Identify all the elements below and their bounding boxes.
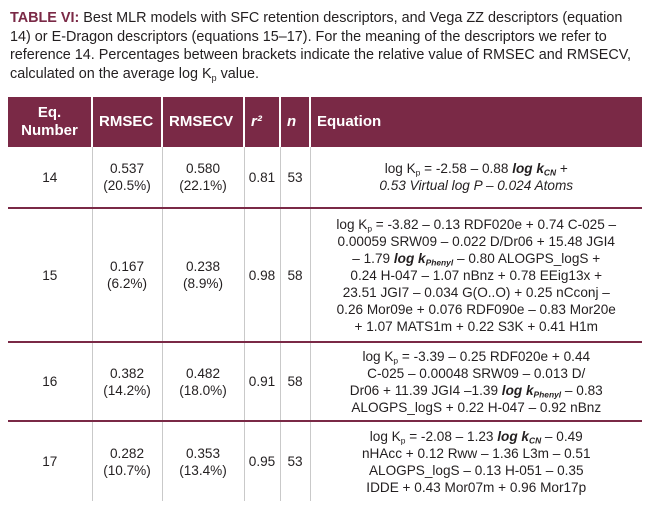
rmsecv-percent: (22.1%) — [179, 178, 227, 193]
eq-text: log K — [384, 161, 416, 176]
cell-rmsecv: 0.353 (13.4%) — [162, 420, 245, 501]
table-row: 14 0.537 (20.5%) 0.580 (22.1%) 0.81 53 log… — [8, 147, 642, 209]
cell-rmsecv: 0.580 (22.1%) — [162, 147, 245, 209]
rmsecv-value: 0.238 — [185, 259, 221, 274]
eq-text: – 0.49 — [541, 428, 583, 444]
eq-bold-term: log k — [393, 250, 426, 266]
eq-bold-subscript: Phenyl — [425, 257, 454, 268]
cell-eq: 17 — [8, 420, 93, 501]
rmsecv-value: 0.353 — [185, 445, 221, 461]
eq-bold-term: log k — [512, 161, 544, 176]
eq-line: 0.24 H-047 – 1.07 nBnz + 0.78 EEig13x + — [350, 267, 603, 283]
cell-eq: 16 — [8, 341, 93, 422]
eq-text: – 1.79 — [352, 250, 394, 266]
header-n: n — [280, 97, 311, 147]
eq-text: + — [556, 161, 568, 176]
cell-eq: 14 — [8, 147, 93, 209]
eq-text: = -3.82 – 0.13 RDF020e + 0.74 C-025 – — [372, 216, 617, 232]
eq-bold-subscript: CN — [528, 435, 542, 446]
cell-rmsec: 0.382 (14.2%) — [92, 341, 163, 422]
rmsecv-percent: (8.9%) — [182, 276, 224, 291]
cell-rmsec: 0.537 (20.5%) — [92, 147, 163, 209]
caption-text: Best MLR models with SFC retention descr… — [10, 10, 631, 82]
rmsecv-value: 0.482 — [185, 365, 221, 381]
cell-r2: 0.98 — [244, 207, 281, 343]
eq-bold-subscript: Phenyl — [533, 389, 562, 400]
eq-line: 0.00059 SRW09 – 0.022 D/Dr06 + 15.48 JGI… — [337, 233, 615, 249]
cell-n: 53 — [280, 420, 311, 501]
eq-line: IDDE + 0.43 Mor07m + 0.96 Mor17p — [366, 479, 587, 495]
cell-eq: 15 — [8, 207, 93, 343]
header-row: Eq. Number RMSEC RMSECV r² n Equation — [8, 97, 642, 147]
eq-text: Dr06 + 11.39 JGI4 –1.39 — [349, 382, 502, 398]
cell-rmsec: 0.282 (10.7%) — [92, 420, 163, 501]
eq-subscript: p — [400, 435, 406, 446]
cell-n: 53 — [280, 147, 311, 209]
table-label: TABLE VI: — [10, 10, 80, 26]
eq-bold-term: log k — [497, 428, 529, 444]
eq-subscript: p — [415, 167, 421, 178]
header-rmsecv: RMSECV — [162, 97, 245, 147]
header-rmsec: RMSEC — [92, 97, 163, 147]
rmsec-value: 0.282 — [109, 445, 145, 461]
header-equation: Equation — [310, 97, 642, 147]
eq-line: ALOGPS_logS – 0.13 H-051 – 0.35 — [368, 462, 584, 478]
eq-line: nHAcc + 0.12 Rww – 1.36 L3m – 0.51 — [361, 445, 591, 461]
table-row: 15 0.167 (6.2%) 0.238 (8.9%) 0.98 58 log K… — [8, 207, 642, 343]
rmsec-value: 0.167 — [109, 259, 145, 274]
cell-equation: log Kp = -3.39 – 0.25 RDF020e + 0.44 C-0… — [310, 341, 642, 422]
rmsec-percent: (20.5%) — [103, 178, 151, 193]
rmsecv-percent: (18.0%) — [179, 382, 227, 398]
cell-rmsecv: 0.482 (18.0%) — [162, 341, 245, 422]
table-row: 16 0.382 (14.2%) 0.482 (18.0%) 0.91 58 log… — [8, 341, 642, 422]
caption-text-end: value. — [216, 65, 259, 82]
cell-n: 58 — [280, 207, 311, 343]
eq-line: 0.53 Virtual log P – 0.024 Atoms — [379, 178, 574, 193]
eq-line: 0.26 Mor09e + 0.076 RDF090e – 0.83 Mor20… — [336, 301, 616, 317]
eq-bold-term: log k — [501, 382, 534, 398]
eq-line: 23.51 JGI7 – 0.034 G(O..O) + 0.25 nCconj… — [342, 284, 610, 300]
rmsecv-percent: (13.4%) — [179, 462, 227, 478]
cell-r2: 0.95 — [244, 420, 281, 501]
rmsec-percent: (6.2%) — [106, 276, 148, 291]
cell-rmsecv: 0.238 (8.9%) — [162, 207, 245, 343]
caption-subscript: p — [211, 72, 217, 83]
results-table: Eq. Number RMSEC RMSECV r² n Equation 14… — [8, 97, 642, 501]
eq-text: log K — [336, 216, 368, 232]
rmsec-value: 0.382 — [109, 365, 145, 381]
cell-equation: log Kp = -3.82 – 0.13 RDF020e + 0.74 C-0… — [310, 207, 642, 343]
cell-rmsec: 0.167 (6.2%) — [92, 207, 163, 343]
eq-subscript: p — [393, 355, 399, 366]
eq-text: log K — [362, 348, 394, 364]
eq-subscript: p — [367, 223, 373, 234]
rmsec-percent: (10.7%) — [103, 462, 151, 478]
cell-r2: 0.91 — [244, 341, 281, 422]
eq-text: = -2.08 – 1.23 — [405, 428, 498, 444]
eq-text: log K — [369, 428, 401, 444]
eq-text: = -2.58 – 0.88 — [420, 161, 513, 176]
eq-line: C-025 – 0.00048 SRW09 – 0.013 D/ — [367, 365, 586, 381]
table-caption: TABLE VI: Best MLR models with SFC reten… — [10, 9, 642, 83]
rmsec-percent: (14.2%) — [103, 382, 151, 398]
rmsec-value: 0.537 — [109, 161, 145, 176]
eq-text: = -3.39 – 0.25 RDF020e + 0.44 — [398, 348, 591, 364]
eq-text: – 0.83 — [561, 382, 603, 398]
eq-line: + 1.07 MATS1m + 0.22 S3K + 0.41 H1m — [354, 318, 598, 334]
cell-r2: 0.81 — [244, 147, 281, 209]
cell-n: 58 — [280, 341, 311, 422]
cell-equation: log Kp = -2.58 – 0.88 log kCN + 0.53 Vir… — [310, 147, 642, 209]
eq-line: ALOGPS_logS + 0.22 H-047 – 0.92 nBnz — [351, 399, 602, 415]
eq-text: – 0.80 ALOGPS_logS + — [453, 250, 601, 266]
table-row: 17 0.282 (10.7%) 0.353 (13.4%) 0.95 53 log… — [8, 420, 642, 501]
eq-bold-subscript: CN — [543, 167, 557, 178]
header-r2: r² — [244, 97, 281, 147]
rmsecv-value: 0.580 — [185, 161, 221, 176]
cell-equation: log Kp = -2.08 – 1.23 log kCN – 0.49 nHA… — [310, 420, 642, 501]
header-eq-number: Eq. Number — [8, 97, 93, 147]
